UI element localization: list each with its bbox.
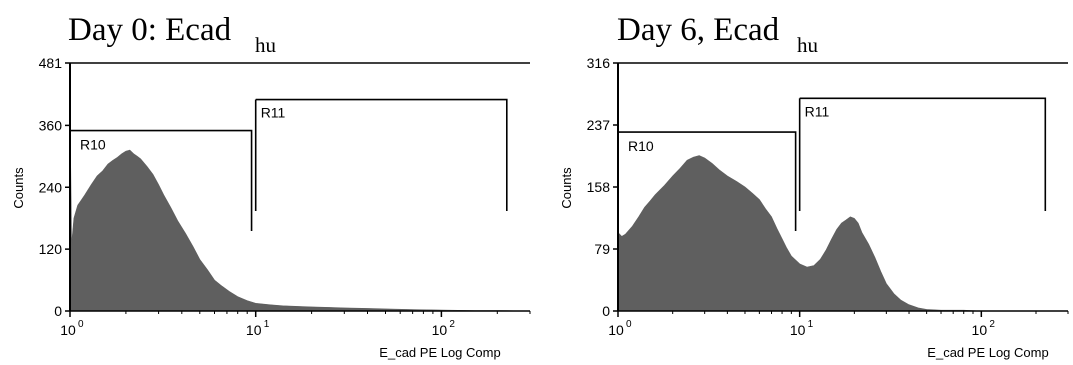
y-tick-label: 481	[39, 55, 63, 71]
y-tick-label: 79	[594, 241, 610, 257]
x-tick-label: 10	[790, 322, 806, 338]
x-tick-label: 10	[60, 322, 76, 338]
gate-label: R10	[628, 138, 654, 154]
y-tick-label: 120	[39, 241, 63, 257]
y-tick-label: 316	[587, 55, 611, 71]
histogram-area	[617, 155, 1063, 312]
x-tick-exponent: 1	[808, 319, 814, 330]
chart-title: Day 0: Ecad	[68, 12, 232, 48]
gate-bracket-r11	[255, 98, 508, 211]
x-tick-exponent: 2	[989, 319, 995, 330]
histogram-area	[69, 104, 525, 312]
x-tick-exponent: 2	[449, 319, 455, 330]
x-tick-label: 10	[608, 322, 624, 338]
gate-label: R11	[261, 105, 286, 121]
y-tick-label: 237	[587, 117, 611, 133]
y-tick-label: 360	[39, 117, 63, 133]
gate-label: R11	[805, 103, 830, 119]
x-axis-label: E_cad PE Log Comp	[379, 345, 500, 360]
chart-title-subscript: hu	[797, 33, 819, 57]
panel-day-6: Day 6, Ecad hu Counts E_cad PE Log Comp …	[559, 12, 1069, 360]
x-tick-exponent: 1	[264, 319, 270, 330]
x-tick-label: 10	[432, 322, 448, 338]
gate-bracket-r11	[799, 97, 1047, 211]
gate-label: R10	[80, 137, 106, 153]
gate-bracket-r10	[617, 131, 797, 231]
y-axis-label: Counts	[11, 167, 26, 209]
y-tick-label: 0	[602, 303, 610, 319]
x-tick-label: 10	[246, 322, 262, 338]
x-tick-exponent: 0	[626, 319, 632, 330]
chart-title: Day 6, Ecad	[617, 12, 780, 48]
x-tick-exponent: 0	[78, 319, 84, 330]
x-axis-label: E_cad PE Log Comp	[927, 345, 1048, 360]
chart-title-subscript: hu	[255, 33, 277, 57]
x-tick-label: 10	[972, 322, 988, 338]
y-tick-label: 0	[54, 303, 62, 319]
gate-bracket-r10	[69, 129, 253, 231]
panel-day-0: Day 0: Ecad hu Counts E_cad PE Log Comp …	[11, 12, 531, 360]
y-axis-label: Counts	[559, 167, 574, 209]
y-tick-label: 158	[587, 179, 611, 195]
y-tick-label: 240	[39, 179, 63, 195]
